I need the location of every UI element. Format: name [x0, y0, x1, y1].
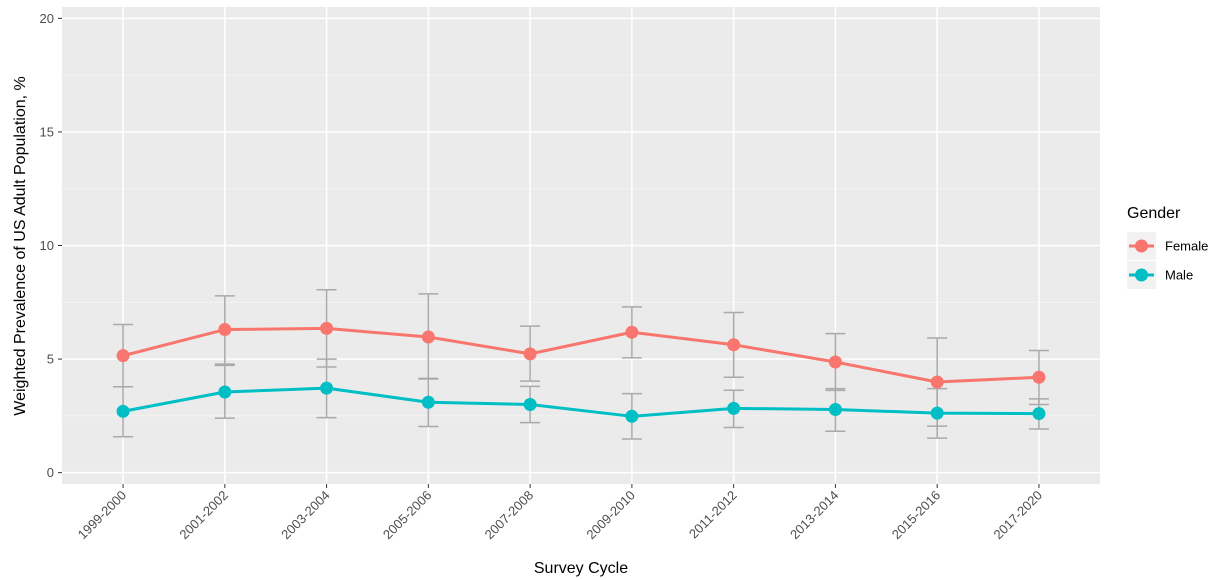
data-point-male: [828, 402, 842, 416]
data-point-male: [523, 398, 537, 411]
x-tick-label: 2007-2008: [482, 488, 537, 543]
data-point-female: [421, 330, 435, 344]
legend-label-female: Female: [1165, 239, 1208, 254]
legend-title: Gender: [1127, 205, 1181, 222]
data-point-male: [727, 401, 741, 415]
x-axis: 1999-2000 2001-2002 2003-2004 2005-2006 2007…: [75, 484, 1045, 542]
series-lines: [122, 326, 1040, 418]
y-tick-label: 15: [40, 124, 54, 139]
data-point-male: [218, 385, 232, 399]
x-tick-label: 2009-2010: [583, 488, 638, 543]
data-point-male: [116, 404, 130, 418]
y-tick-label: 0: [47, 465, 54, 480]
y-tick-label: 5: [47, 352, 54, 367]
data-point-female: [523, 347, 537, 361]
data-point-male: [930, 406, 944, 420]
legend-label-male: Male: [1165, 268, 1193, 283]
x-tick-label: 2003-2004: [278, 488, 333, 543]
x-tick-label: 2013-2014: [787, 488, 842, 543]
y-tick-label: 10: [40, 238, 54, 253]
legend-key-point: [1135, 268, 1148, 282]
x-axis-title: Survey Cycle: [534, 560, 628, 577]
data-point-female: [828, 355, 842, 369]
y-tick-label: 20: [40, 11, 54, 26]
data-point-male: [1032, 407, 1046, 421]
data-point-female: [218, 323, 232, 337]
x-tick-label: 2001-2002: [176, 488, 231, 543]
data-point-female: [930, 375, 944, 389]
data-point-female: [1032, 370, 1046, 384]
y-axis: 0 5 10 15 20: [40, 11, 62, 480]
data-point-female: [320, 321, 334, 335]
data-point-male: [320, 381, 334, 395]
grid-minor: [62, 74, 1100, 417]
data-point-female: [116, 349, 130, 363]
legend-items: Female Male: [1127, 232, 1208, 289]
series-line-male: [122, 386, 1039, 418]
series-line-female: [122, 326, 1040, 384]
data-point-male: [625, 409, 639, 423]
data-point-female: [727, 338, 741, 352]
data-point-female: [625, 325, 639, 339]
x-tick-label: 2017-2020: [990, 488, 1045, 543]
x-tick-label: 2005-2006: [380, 488, 435, 543]
legend-key-point: [1135, 239, 1148, 253]
x-tick-label: 2015-2016: [889, 488, 944, 543]
x-tick-label: 2011-2012: [686, 488, 740, 542]
legend: Gender Female Male: [1127, 205, 1208, 289]
x-tick-label: 1999-2000: [75, 488, 130, 543]
data-point-male: [421, 395, 435, 409]
points: [116, 321, 1046, 423]
y-axis-title: Weighted Prevalence of US Adult Populati…: [12, 76, 29, 415]
